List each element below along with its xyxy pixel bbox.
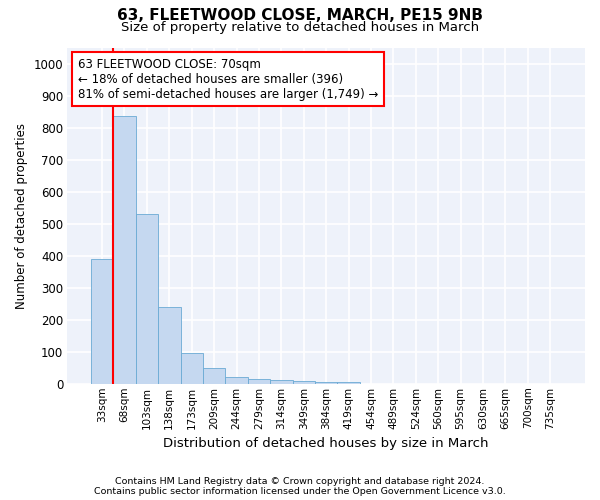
Bar [113,116,136,384]
Bar [91,259,113,384]
Y-axis label: Number of detached properties: Number of detached properties [15,122,28,308]
Bar [248,379,270,384]
Bar [270,380,293,384]
Text: 63 FLEETWOOD CLOSE: 70sqm
← 18% of detached houses are smaller (396)
81% of semi: 63 FLEETWOOD CLOSE: 70sqm ← 18% of detac… [78,58,378,100]
Text: Contains HM Land Registry data © Crown copyright and database right 2024.: Contains HM Land Registry data © Crown c… [115,477,485,486]
Text: 63, FLEETWOOD CLOSE, MARCH, PE15 9NB: 63, FLEETWOOD CLOSE, MARCH, PE15 9NB [117,8,483,22]
Bar [181,354,203,384]
Bar [136,214,158,384]
Bar [315,382,337,384]
Bar [337,382,360,384]
Bar [203,368,226,384]
Bar [293,380,315,384]
Text: Contains public sector information licensed under the Open Government Licence v3: Contains public sector information licen… [94,487,506,496]
Bar [226,376,248,384]
Bar [158,307,181,384]
Text: Size of property relative to detached houses in March: Size of property relative to detached ho… [121,21,479,34]
X-axis label: Distribution of detached houses by size in March: Distribution of detached houses by size … [163,437,489,450]
